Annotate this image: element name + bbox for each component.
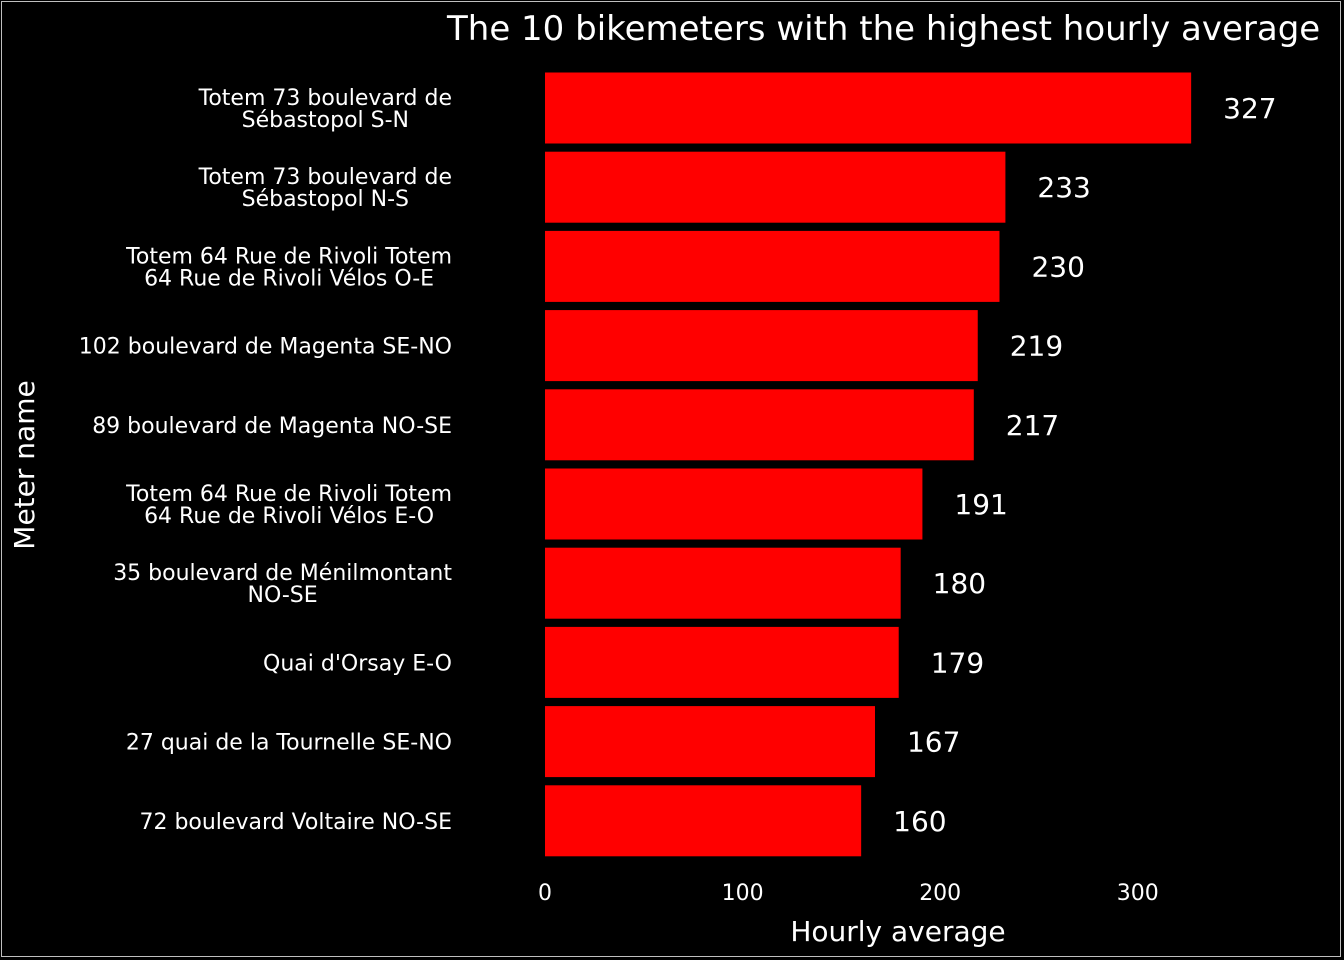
category-label-2: Totem 73 boulevard de Sébastopol N-S	[198, 165, 452, 212]
category-label-line: Totem 64 Rue de Rivoli Totem	[125, 244, 452, 269]
category-label-9: 27 quai de la Tournelle SE-NO	[126, 731, 452, 756]
x-tick-label-0: 0	[538, 881, 552, 906]
category-label-line: 64 Rue de Rivoli Vélos E-O	[144, 504, 434, 529]
x-tick-label-100: 100	[722, 881, 764, 906]
bar-7	[545, 547, 901, 619]
bar-4	[545, 310, 978, 382]
x-ticks-group: 0 100 200 300	[538, 881, 1159, 906]
category-label-line: 35 boulevard de Ménilmontant	[113, 561, 452, 586]
value-label-3: 230	[1031, 250, 1084, 283]
category-label-8: Quai d'Orsay E-O	[263, 651, 452, 676]
category-label-5: 89 boulevard de Magenta NO-SE	[92, 414, 452, 439]
value-label-7: 180	[933, 567, 986, 600]
value-label-5: 217	[1006, 409, 1059, 442]
category-label-4: 102 boulevard de Magenta SE-NO	[79, 335, 452, 360]
category-label-3: Totem 64 Rue de Rivoli Totem 64 Rue de Ri…	[125, 244, 452, 291]
bar-9	[545, 706, 875, 778]
category-label-line: Totem 73 boulevard de	[198, 86, 452, 111]
bar-6	[545, 468, 923, 540]
category-label-line: Sébastopol N-S	[242, 187, 409, 212]
value-label-9: 167	[907, 726, 960, 759]
value-label-10: 160	[893, 805, 946, 838]
x-axis-label: Hourly average	[790, 915, 1005, 948]
value-label-2: 233	[1037, 171, 1090, 204]
category-label-line: NO-SE	[247, 583, 317, 608]
category-label-1: Totem 73 boulevard de Sébastopol S-N	[198, 86, 452, 133]
category-label-line: Totem 64 Rue de Rivoli Totem	[125, 482, 452, 507]
value-label-6: 191	[954, 488, 1007, 521]
value-label-4: 219	[1010, 330, 1063, 363]
bar-5	[545, 389, 974, 461]
bar-8	[545, 626, 899, 698]
bar-3	[545, 230, 1000, 302]
category-label-6: Totem 64 Rue de Rivoli Totem 64 Rue de Ri…	[125, 482, 452, 529]
category-label-7: 35 boulevard de Ménilmontant NO-SE	[113, 561, 452, 608]
category-label-line: 64 Rue de Rivoli Vélos O-E	[144, 266, 434, 291]
bar-10	[545, 785, 862, 857]
value-label-8: 179	[931, 646, 984, 679]
category-label-line: Sébastopol S-N	[242, 108, 409, 133]
category-label-10: 72 boulevard Voltaire NO-SE	[139, 810, 452, 835]
category-labels-group: Totem 73 boulevard de Sébastopol S-NTotem…	[79, 86, 453, 835]
bars-group	[545, 72, 1192, 857]
x-tick-label-300: 300	[1117, 881, 1159, 906]
x-tick-label-200: 200	[919, 881, 961, 906]
value-labels-group: 327 233 230 219 217 191 180 179 167 160	[893, 92, 1276, 838]
bar-2	[545, 151, 1006, 223]
y-axis-label: Meter name	[8, 380, 41, 549]
chart-title: The 10 bikemeters with the highest hourl…	[446, 9, 1320, 49]
bar-1	[545, 72, 1192, 144]
value-label-1: 327	[1223, 92, 1276, 125]
category-label-line: Totem 73 boulevard de	[198, 165, 452, 190]
